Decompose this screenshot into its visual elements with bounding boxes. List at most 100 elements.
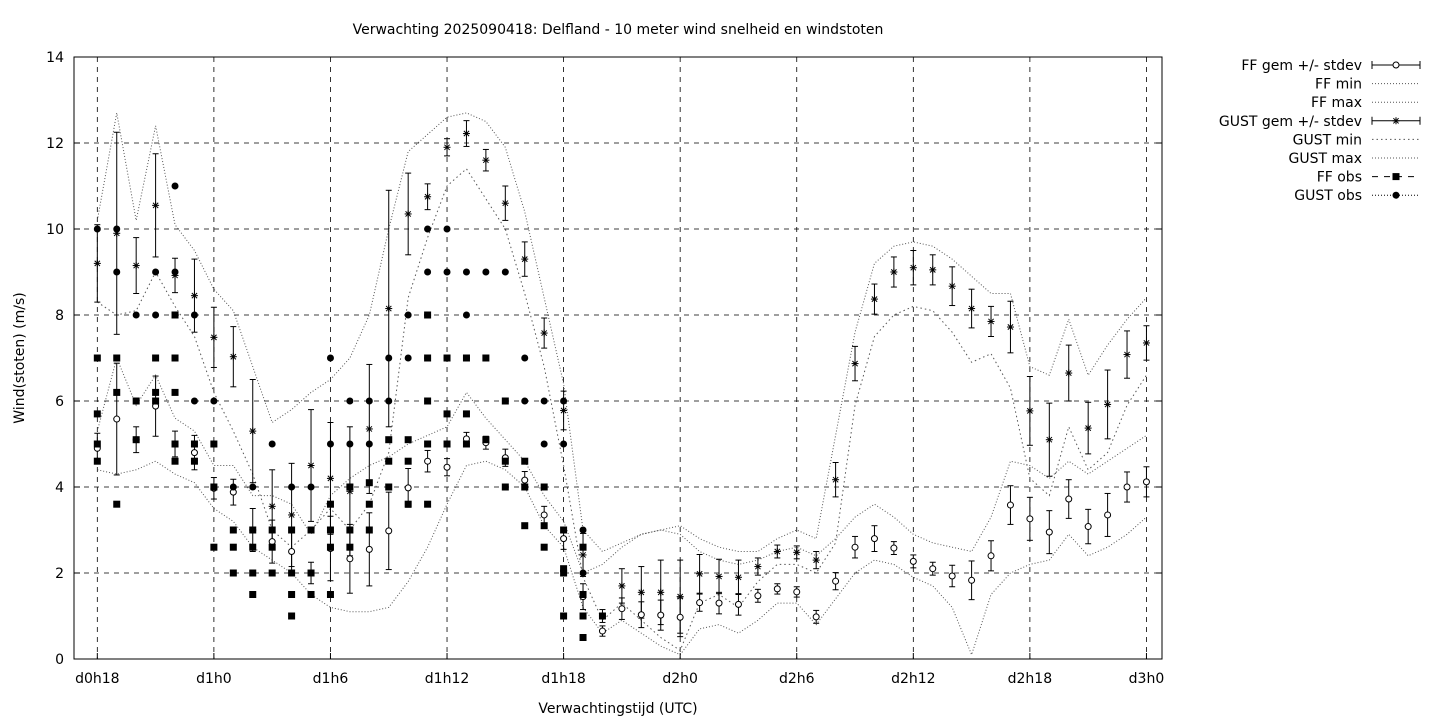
star-stroke: [482, 157, 489, 164]
gust-obs-point: [307, 483, 315, 491]
gust-gem-point: [637, 588, 645, 596]
gust-gem-point: [482, 156, 490, 164]
gust-obs-point: [424, 354, 432, 362]
ff-obs-point: [288, 591, 296, 598]
ff-obs-point: [288, 612, 296, 620]
ff-gem-point: [598, 627, 606, 635]
legend-swatch-marker: [1392, 61, 1400, 69]
ff-obs-point: [443, 440, 451, 448]
gust-gem-point: [734, 573, 742, 581]
gust-gem-point: [1026, 407, 1034, 415]
gust-gem-point: [190, 292, 198, 300]
ff-obs-point: [365, 500, 373, 508]
star-stroke: [521, 256, 528, 263]
ff-obs-point: [579, 543, 587, 551]
gust-gem-point: [501, 199, 509, 207]
legend-label: FF gem +/- stdev: [1241, 58, 1362, 74]
legend-label: FF min: [1315, 77, 1362, 93]
star-stroke: [1007, 324, 1014, 331]
ff-obs-point: [346, 526, 354, 534]
ff-obs-point: [229, 543, 237, 551]
ff-obs-point: [540, 522, 548, 530]
star-stroke: [308, 462, 315, 469]
gust-obs-point: [346, 440, 354, 448]
ff-gem-point: [696, 599, 704, 607]
ff-gem-point: [288, 548, 296, 555]
star-stroke: [385, 305, 392, 312]
ff-gem-point: [987, 552, 995, 560]
plot-series: [93, 112, 1150, 657]
gust-gem-point: [696, 570, 704, 578]
star-stroke: [327, 475, 334, 482]
gust-obs-point: [346, 397, 354, 405]
gust-obs-point: [404, 311, 412, 319]
gust-obs-point: [171, 268, 179, 276]
gust-gem-point: [521, 255, 529, 263]
gust-gem-point: [1123, 351, 1131, 359]
star-stroke: [754, 563, 761, 570]
ff-gem-point: [1123, 483, 1131, 491]
ff-obs-point: [482, 436, 490, 444]
gust-obs-point: [152, 268, 160, 276]
gust-gem-point: [132, 262, 140, 270]
gust-gem-point: [832, 476, 840, 484]
gust-obs-point: [385, 354, 393, 362]
legend-swatch-marker: [1392, 191, 1400, 199]
ff-obs-point: [482, 354, 490, 362]
ff-obs-point: [326, 591, 334, 598]
gust-obs-point: [365, 440, 373, 448]
x-tick-label: d3h0: [1129, 671, 1165, 687]
ff-gem-point: [1026, 515, 1034, 523]
ff-obs-point: [326, 543, 334, 551]
gust-obs-point: [424, 225, 432, 233]
gust-gem-point: [579, 551, 587, 559]
gust-obs-point: [249, 483, 257, 491]
ff-obs-point: [326, 526, 334, 534]
y-tick-label: 8: [55, 308, 64, 324]
gust-gem-point: [152, 201, 160, 209]
star-stroke: [832, 476, 839, 483]
ff-obs-point: [521, 483, 529, 491]
ff-obs-point: [171, 440, 179, 448]
star-stroke: [191, 292, 198, 299]
star-stroke: [541, 330, 548, 337]
gust-obs-point: [560, 440, 568, 448]
gust-obs-point: [113, 268, 121, 276]
gust-obs-point: [579, 526, 587, 534]
ff-gem-point: [929, 565, 937, 573]
star-stroke: [94, 260, 101, 267]
gust-obs-point: [229, 483, 237, 491]
ff-obs-point: [385, 436, 393, 444]
star-stroke: [288, 511, 295, 518]
gust-gem-point: [968, 305, 976, 313]
ff-obs-point: [210, 543, 218, 551]
ff-gem-point: [870, 535, 878, 543]
ff-gem-point: [365, 545, 373, 553]
gust-gem-point: [307, 462, 315, 469]
y-tick-label: 0: [55, 652, 64, 668]
ff-gem-point: [1045, 528, 1053, 536]
gust-obs-point: [462, 354, 470, 362]
ff-gem-point: [734, 600, 742, 608]
ff-gem-point: [1104, 511, 1112, 519]
x-tick-label: d1h18: [541, 671, 585, 687]
x-tick-label: d2h18: [1008, 671, 1052, 687]
star-stroke: [949, 283, 956, 290]
gust-gem-point: [1142, 339, 1150, 347]
gust-obs-point: [540, 440, 548, 448]
legend: FF gem +/- stdev FF min FF max GUST gem +/-…: [1219, 58, 1421, 204]
ff-obs-point: [288, 526, 296, 534]
gust-gem-point: [424, 193, 432, 201]
gust-obs-point: [113, 225, 121, 233]
star-stroke: [890, 269, 897, 275]
gust-obs-point: [132, 311, 140, 319]
gust-gem-point: [909, 264, 917, 272]
gust-obs-point: [171, 354, 179, 362]
ff-obs-point: [521, 522, 529, 530]
ff-gem-point: [540, 511, 548, 519]
star-stroke: [774, 548, 781, 555]
legend-swatch-marker: [1392, 117, 1400, 125]
x-tick-label: d1h0: [196, 671, 232, 687]
ff-gem-point: [968, 576, 976, 584]
ff-gem-point: [1084, 523, 1092, 531]
